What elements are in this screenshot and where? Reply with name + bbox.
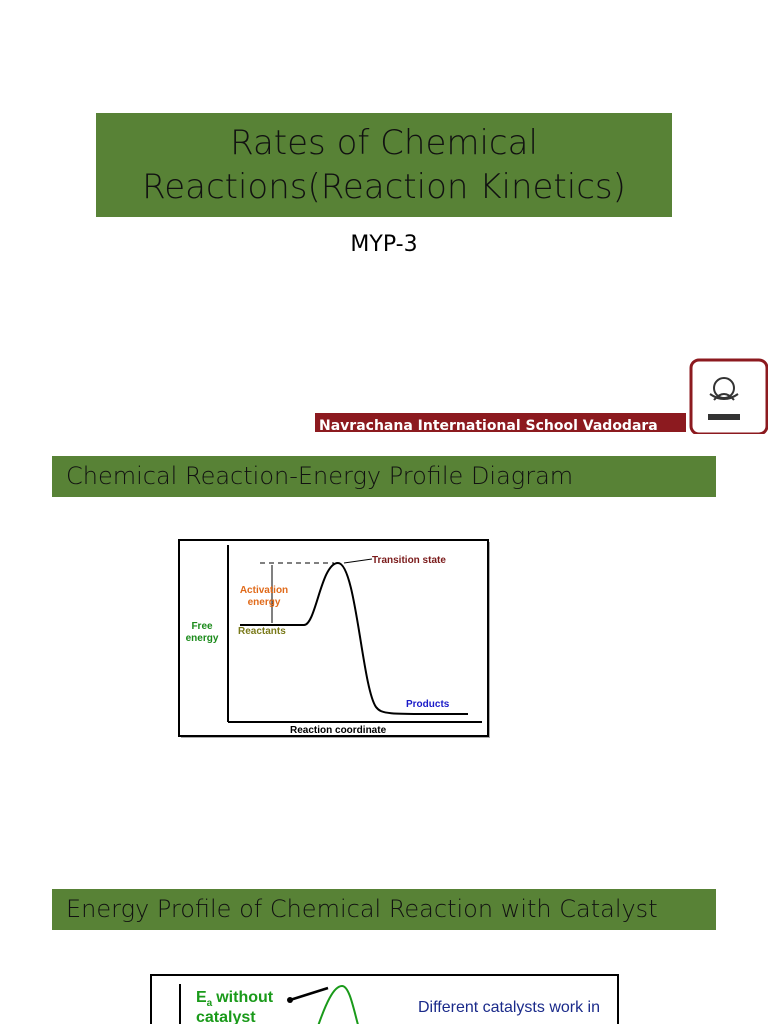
label: a xyxy=(207,998,213,1009)
label: E xyxy=(196,989,207,1006)
label: Different catalysts work in xyxy=(418,999,600,1016)
logo xyxy=(689,358,768,434)
slide-title-box: Rates of Chemical Reactions(Reaction Kin… xyxy=(96,113,672,217)
slide-title-line: Rates of Chemical xyxy=(230,123,538,163)
label: Ea without xyxy=(196,989,274,1009)
label: without xyxy=(215,989,274,1006)
label: Products xyxy=(406,699,450,710)
label: catalyst xyxy=(196,1009,256,1024)
section-title: Energy Profile of Chemical Reaction with… xyxy=(52,889,716,930)
label: Transition state xyxy=(372,555,446,566)
subtitle: MYP-3 xyxy=(350,232,418,257)
label: Reaction coordinate xyxy=(290,725,387,736)
label: Activation xyxy=(240,585,288,596)
label: energy xyxy=(186,633,219,644)
label: Free xyxy=(191,621,213,632)
label: energy xyxy=(248,597,281,608)
energy-diagram: Transition state Activation energy Free … xyxy=(178,539,490,738)
section-title: Chemical Reaction-Energy Profile Diagram xyxy=(52,456,716,497)
slide-title-line: Reactions(Reaction Kinetics) xyxy=(142,167,626,207)
label: Reactants xyxy=(238,626,286,637)
banner: Navrachana International School Vadodara xyxy=(315,413,686,432)
catalyst-diagram: Ea without catalyst Different catalysts w… xyxy=(150,974,619,1024)
